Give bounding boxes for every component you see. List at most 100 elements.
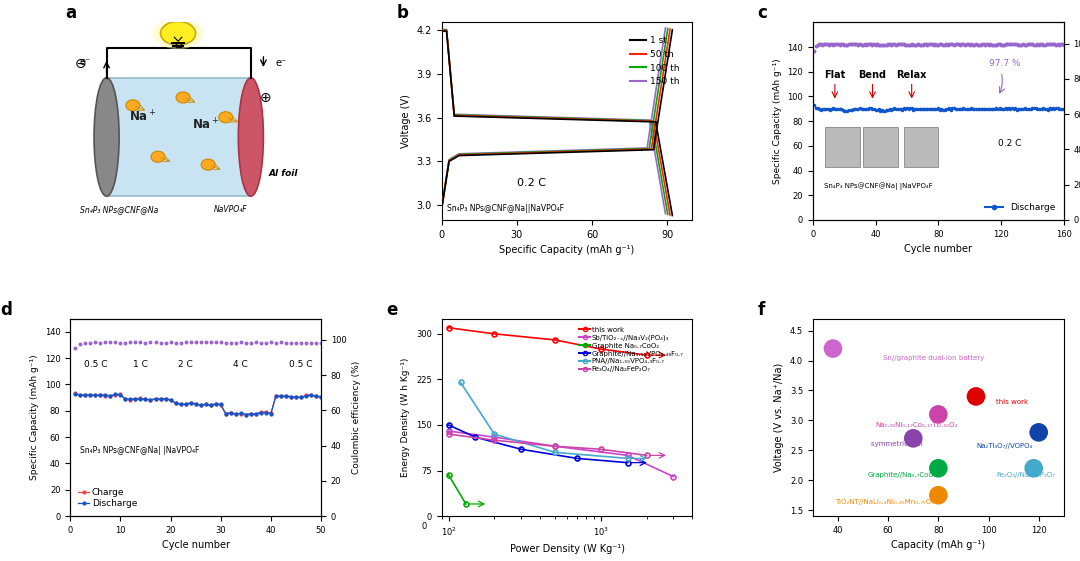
Ellipse shape [161, 21, 195, 45]
Circle shape [201, 159, 215, 170]
Charge [104, 392, 117, 399]
Charge [265, 410, 278, 417]
Charge [185, 399, 198, 406]
Line: Discharge: Discharge [73, 393, 323, 416]
Text: d: d [0, 301, 12, 319]
Bar [825, 127, 860, 167]
Discharge [270, 393, 283, 399]
Legend: Discharge: Discharge [982, 199, 1059, 215]
Point [930, 464, 947, 473]
Discharge [314, 393, 327, 400]
Charge [234, 410, 247, 417]
Text: Fe₂O₃//Na₂FeP₂O₇: Fe₂O₃//Na₂FeP₂O₇ [996, 472, 1055, 479]
Discharge [154, 396, 167, 402]
Charge [270, 392, 283, 399]
Ellipse shape [94, 78, 119, 196]
Discharge [159, 396, 172, 402]
Text: Na$^+$: Na$^+$ [192, 117, 219, 133]
Discharge [79, 392, 92, 398]
Charge [134, 395, 147, 402]
Text: 0.2 C: 0.2 C [517, 178, 545, 188]
Discharge [947, 105, 960, 112]
Y-axis label: Specific Capacity (mAh g⁻¹): Specific Capacity (mAh g⁻¹) [773, 58, 782, 184]
Discharge [265, 410, 278, 417]
Text: e⁻: e⁻ [80, 57, 91, 67]
Discharge [69, 391, 82, 398]
Discharge [109, 391, 122, 398]
Discharge [199, 401, 212, 408]
Y-axis label: Voltage (V vs. Na⁺/Na): Voltage (V vs. Na⁺/Na) [774, 363, 784, 472]
X-axis label: Cycle number: Cycle number [162, 540, 230, 550]
Text: NaVPO₄F: NaVPO₄F [214, 205, 247, 214]
Charge [289, 394, 302, 401]
Charge [124, 397, 137, 403]
Discharge [204, 402, 217, 409]
Charge [284, 393, 297, 400]
Discharge [310, 393, 323, 399]
Y-axis label: Energy Density (W h Kg⁻¹): Energy Density (W h Kg⁻¹) [402, 358, 410, 477]
Charge [99, 392, 112, 399]
Charge [299, 392, 312, 399]
Discharge [73, 392, 86, 399]
Charge [194, 402, 207, 408]
Charge [314, 393, 327, 400]
Text: 1 C: 1 C [133, 360, 148, 369]
Discharge [299, 393, 312, 399]
Y-axis label: Voltage (V): Voltage (V) [401, 94, 410, 148]
Discharge [289, 394, 302, 401]
Discharge [113, 392, 126, 398]
Discharge [194, 402, 207, 408]
Point [1025, 464, 1042, 473]
Charge [129, 396, 141, 402]
Charge [204, 402, 217, 408]
Charge [240, 411, 253, 418]
Line: Charge: Charge [73, 392, 323, 416]
Discharge [94, 392, 107, 398]
Text: symmetric cell: symmetric cell [870, 442, 922, 447]
Point [1030, 428, 1048, 437]
Discharge [179, 401, 192, 408]
Charge [310, 393, 323, 399]
Discharge [229, 411, 242, 418]
Discharge [860, 105, 873, 112]
Line: Discharge: Discharge [813, 104, 1065, 112]
Discharge [119, 396, 132, 403]
Charge [210, 401, 222, 407]
Text: Sn₄P₃ NPs@CNF@Na: Sn₄P₃ NPs@CNF@Na [80, 205, 159, 214]
Circle shape [176, 92, 190, 103]
Discharge [99, 392, 112, 398]
Text: 0.5 C: 0.5 C [83, 360, 107, 369]
Text: Na₀.₀₆Ni₀.₁₇Co₀.₁₇Ti₀.₆₆O₂: Na₀.₀₆Ni₀.₁₇Co₀.₁₇Ti₀.₆₆O₂ [876, 422, 958, 428]
Discharge [129, 396, 141, 402]
Charge [280, 393, 293, 399]
Ellipse shape [153, 17, 203, 49]
Charge [225, 409, 238, 416]
Point [905, 434, 922, 443]
Discharge [839, 108, 852, 115]
X-axis label: Capacity (mAh g⁻¹): Capacity (mAh g⁻¹) [891, 540, 985, 550]
Discharge [971, 106, 984, 113]
Discharge [84, 392, 97, 398]
Discharge [808, 102, 821, 108]
Text: Sn//graphite dual-ion battery: Sn//graphite dual-ion battery [883, 355, 984, 361]
Discharge [174, 401, 187, 407]
Polygon shape [108, 78, 251, 196]
Text: 97.7 %: 97.7 % [988, 59, 1021, 68]
Point [824, 344, 841, 353]
Discharge [104, 393, 117, 399]
X-axis label: Specific Capacity (mAh g⁻¹): Specific Capacity (mAh g⁻¹) [499, 245, 635, 255]
Discharge [259, 409, 272, 416]
Text: ⊕: ⊕ [260, 90, 272, 104]
Text: e⁻: e⁻ [275, 58, 286, 68]
Circle shape [219, 112, 233, 123]
Text: 0.2 C: 0.2 C [998, 139, 1022, 148]
Charge [149, 396, 162, 402]
Charge [144, 397, 157, 403]
Charge [214, 402, 227, 408]
Charge [94, 392, 107, 398]
Text: Flat: Flat [824, 70, 846, 80]
Discharge [234, 410, 247, 416]
Discharge [185, 400, 198, 407]
Charge [170, 399, 183, 406]
Discharge [89, 392, 102, 399]
